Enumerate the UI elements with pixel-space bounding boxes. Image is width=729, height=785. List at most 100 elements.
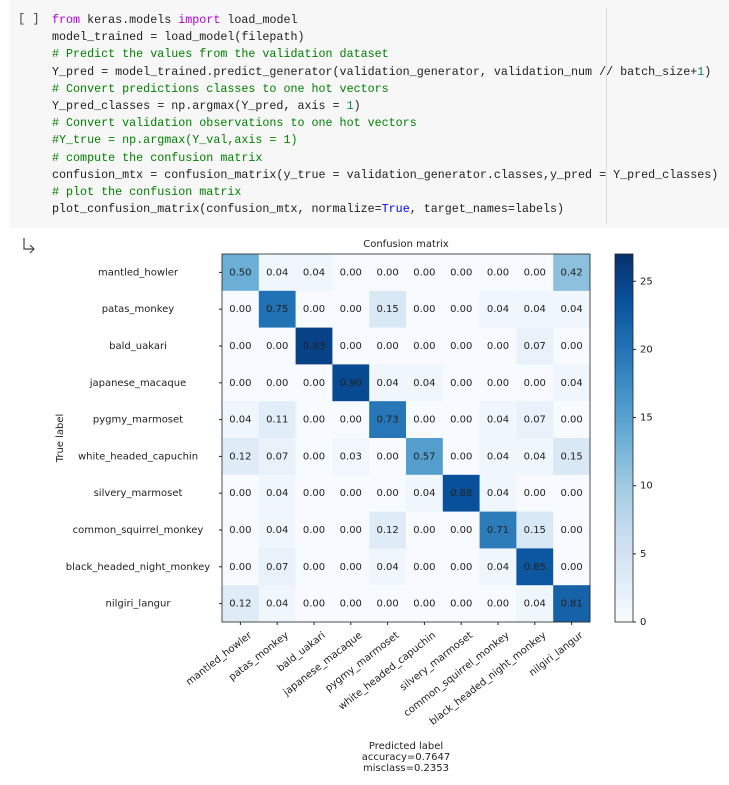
heatmap-cell: [442, 511, 480, 549]
code-line: model_trained = load_model(filepath): [52, 29, 718, 46]
heatmap-cell: [442, 290, 480, 328]
colorbar-tick-label: 5: [640, 549, 646, 560]
heatmap-cell: [406, 290, 444, 328]
heatmap-cell: [295, 327, 333, 365]
heatmap-cell: [516, 290, 554, 328]
cell-label: 0.00: [450, 415, 472, 426]
cell-label: 0.00: [229, 341, 251, 352]
heatmap-cell: [479, 548, 517, 586]
heatmap-cell: [369, 474, 407, 512]
cell-label: 0.07: [524, 415, 546, 426]
cell-label: 0.04: [266, 599, 288, 610]
cell-label: 0.42: [560, 267, 582, 278]
cell-label: 0.00: [303, 451, 325, 462]
code-line: from keras.models import load_model: [52, 12, 718, 29]
heatmap-cell: [222, 401, 260, 439]
heatmap-cell: [479, 290, 517, 328]
heatmap-cell: [553, 585, 591, 623]
heatmap-cell: [332, 585, 370, 623]
cell-label: 0.00: [229, 525, 251, 536]
y-tick-label: nilgiri_langur: [106, 599, 172, 610]
x-axis-label: Predicted label: [369, 741, 443, 752]
cell-label: 0.00: [560, 415, 582, 426]
heatmap-cell: [553, 364, 591, 402]
heatmap-cell: [258, 585, 296, 623]
heatmap-cell: [222, 585, 260, 623]
cell-label: 0.00: [303, 599, 325, 610]
cell-label: 0.04: [487, 451, 509, 462]
heatmap-cell: [222, 548, 260, 586]
heatmap-cell: [369, 401, 407, 439]
cell-label: 0.04: [413, 488, 435, 499]
cell-label: 0.04: [376, 562, 398, 573]
cell-label: 0.04: [487, 562, 509, 573]
cell-label: 0.50: [229, 267, 251, 278]
x-tick-label: mantled_howler: [184, 630, 255, 689]
run-button[interactable]: [ ]: [18, 12, 40, 26]
heatmap-cell: [479, 364, 517, 402]
heatmap-cell: [258, 438, 296, 476]
heatmap-cell: [222, 474, 260, 512]
heatmap-cell: [369, 585, 407, 623]
heatmap-cell: [442, 548, 480, 586]
heatmap-cell: [479, 438, 517, 476]
cell-label: 0.00: [450, 599, 472, 610]
heatmap-cell: [258, 364, 296, 402]
cell-label: 0.00: [450, 451, 472, 462]
cell-label: 0.00: [303, 304, 325, 315]
cell-label: 0.00: [560, 341, 582, 352]
code-token: #Y_true = np.argmax(Y_val,axis = 1): [52, 133, 298, 148]
cell-label: 0.15: [376, 304, 398, 315]
ruler: [606, 8, 607, 224]
cell-label: 0.00: [340, 415, 362, 426]
heatmap-cell: [222, 290, 260, 328]
code-line: # compute the confusion matrix: [52, 150, 718, 167]
heatmap-cell: [406, 401, 444, 439]
heatmap-cell: [479, 327, 517, 365]
cell-label: 0.03: [340, 451, 362, 462]
cell-label: 0.00: [340, 525, 362, 536]
heatmap-cell: [258, 401, 296, 439]
heatmap-cell: [222, 511, 260, 549]
cell-label: 0.00: [376, 341, 398, 352]
cell-label: 0.00: [413, 599, 435, 610]
y-tick-label: pygmy_marmoset: [93, 415, 183, 426]
code-editor[interactable]: from keras.models import load_model model…: [52, 12, 718, 218]
cell-label: 0.93: [303, 341, 325, 352]
cell-label: 0.04: [229, 415, 251, 426]
heatmap-cell: [479, 254, 517, 292]
cell-label: 0.00: [450, 341, 472, 352]
heatmap-cell: [406, 364, 444, 402]
heatmap-cell: [406, 438, 444, 476]
cell-label: 0.81: [560, 599, 582, 610]
cell-label: 0.00: [303, 488, 325, 499]
cell-label: 0.00: [340, 267, 362, 278]
heatmap-cell: [553, 548, 591, 586]
cell-label: 0.00: [524, 267, 546, 278]
cell-label: 0.04: [487, 488, 509, 499]
heatmap-cell: [479, 474, 517, 512]
cell-label: 0.04: [560, 304, 582, 315]
code-token: True: [381, 202, 410, 217]
heatmap-cell: [332, 548, 370, 586]
y-tick-label: silvery_marmoset: [94, 488, 183, 499]
heatmap-cell: [479, 585, 517, 623]
heatmap-cell: [442, 438, 480, 476]
cell-label: 0.00: [450, 304, 472, 315]
chart-title: Confusion matrix: [363, 239, 449, 250]
cell-label: 0.00: [229, 488, 251, 499]
colorbar-tick-label: 25: [640, 276, 653, 287]
cell-label: 0.00: [413, 415, 435, 426]
cell-label: 0.04: [303, 267, 325, 278]
colorbar-tick-label: 20: [640, 344, 653, 355]
heatmap-cell: [442, 401, 480, 439]
cell-label: 0.00: [487, 341, 509, 352]
heatmap-cell: [332, 401, 370, 439]
heatmap-cell: [442, 585, 480, 623]
heatmap-cell: [406, 511, 444, 549]
cell-label: 0.00: [450, 378, 472, 389]
code-token: from: [52, 13, 81, 27]
code-token: plot_confusion_matrix(confusion_mtx, nor…: [52, 202, 382, 217]
code-line: # plot the confusion matrix: [52, 184, 718, 201]
heatmap-cell: [442, 364, 480, 402]
